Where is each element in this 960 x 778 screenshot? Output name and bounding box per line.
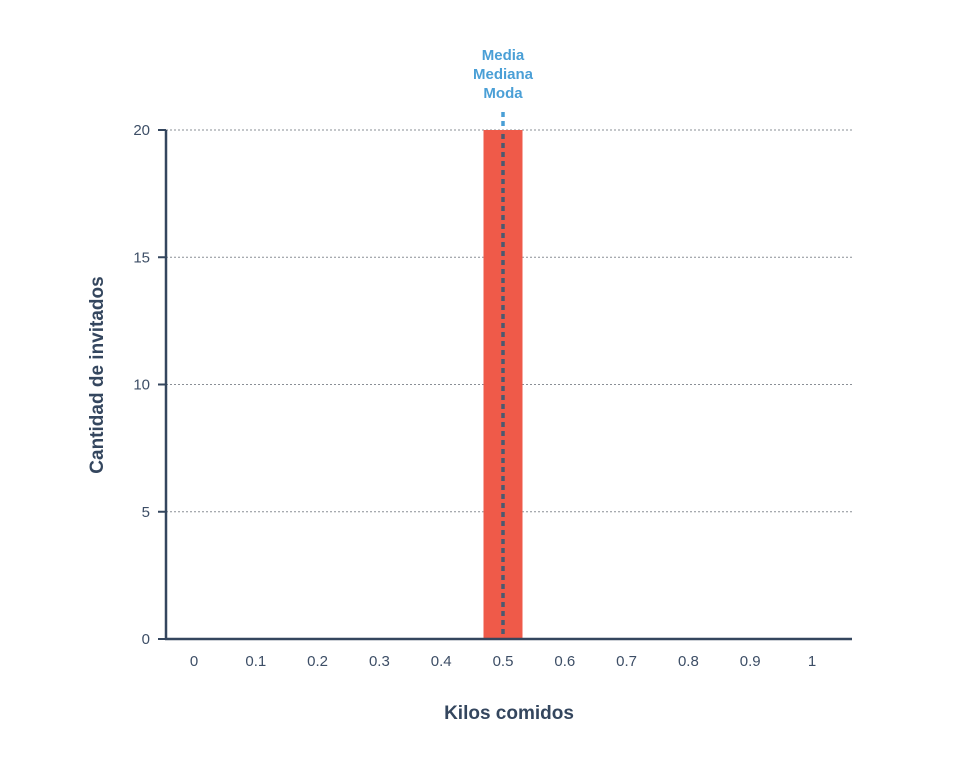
x-tick-label-0.1: 0.1: [245, 653, 266, 670]
x-tick-label-0.8: 0.8: [678, 653, 699, 670]
y-tick-labels: 0 5 10 15 20: [133, 122, 150, 648]
x-tick-label-0.3: 0.3: [369, 653, 390, 670]
bar-0.5: [483, 130, 523, 639]
x-tick-label-0.5: 0.5: [493, 653, 514, 670]
x-tick-label-1: 1: [808, 653, 816, 670]
reference-label-moda: Moda: [483, 85, 523, 102]
reference-labels: Media Mediana Moda: [473, 47, 534, 102]
y-tick-label-15: 15: [133, 249, 150, 266]
bars: [483, 130, 523, 639]
y-tick-label-0: 0: [142, 631, 150, 648]
y-tick-label-5: 5: [142, 504, 150, 521]
x-tick-label-0.4: 0.4: [431, 653, 452, 670]
reference-label-mediana: Mediana: [473, 66, 534, 83]
y-tick-label-20: 20: [133, 122, 150, 139]
x-tick-label-0.9: 0.9: [740, 653, 761, 670]
x-tick-label-0.6: 0.6: [554, 653, 575, 670]
x-tick-labels: 0 0.1 0.2 0.3 0.4 0.5 0.6 0.7 0.8 0.9 1: [190, 653, 816, 670]
y-axis-title: Cantidad de invitados: [87, 276, 108, 473]
x-tick-label-0.2: 0.2: [307, 653, 328, 670]
axes: [158, 129, 852, 641]
x-axis-title: Kilos comidos: [444, 703, 574, 724]
y-tick-label-10: 10: [133, 377, 150, 394]
x-tick-label-0.7: 0.7: [616, 653, 637, 670]
x-tick-label-0: 0: [190, 653, 198, 670]
reference-label-media: Media: [482, 47, 525, 64]
